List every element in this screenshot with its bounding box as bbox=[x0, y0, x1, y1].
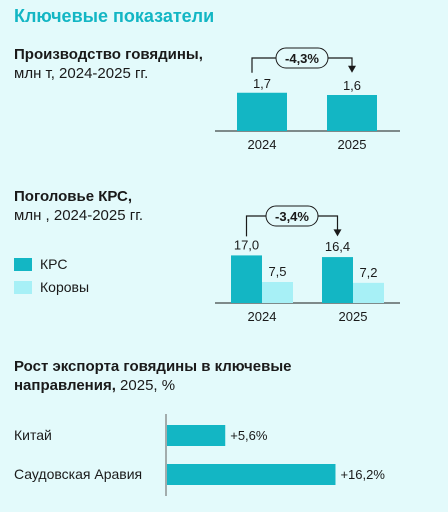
production-chart-heading: Производство говядины, млн т, 2024-2025 … bbox=[14, 45, 203, 83]
legend-label-cows: Коровы bbox=[40, 279, 90, 295]
export-chart-title-line1: Рост экспорта говядины в ключевые bbox=[14, 358, 292, 375]
herd-change-arrow bbox=[333, 229, 342, 237]
herd-tick-label-2024: 2024 bbox=[248, 309, 277, 324]
production-tick-label-2025: 2025 bbox=[338, 137, 367, 152]
herd-value-label-2025-cattle: 16,4 bbox=[325, 239, 350, 254]
export-bar-0 bbox=[167, 425, 226, 446]
export-chart-heading: Рост экспорта говядины в ключевые направ… bbox=[14, 357, 291, 395]
production-value-label-2025: 1,6 bbox=[343, 78, 361, 93]
herd-value-label-2024-cows: 7,5 bbox=[268, 264, 286, 279]
herd-value-label-2024-cattle: 17,0 bbox=[234, 237, 259, 252]
herd-chart-title: Поголовье КРС, bbox=[14, 188, 133, 205]
export-value-label-0: +5,6% bbox=[230, 428, 268, 443]
herd-bar-2025-cows bbox=[353, 282, 384, 303]
herd-chart-subtitle: млн , 2024-2025 гг. bbox=[14, 207, 144, 224]
production-value-label-2024: 1,7 bbox=[253, 76, 271, 91]
legend-item-cows: Коровы bbox=[14, 279, 89, 295]
production-change-badge bbox=[275, 47, 329, 69]
legend-swatch-cows bbox=[14, 280, 32, 294]
legend-swatch-cattle bbox=[14, 257, 32, 271]
herd-bar-2024-cows bbox=[262, 282, 293, 303]
herd-bar-2024-cattle bbox=[231, 255, 262, 303]
legend-label-cattle: КРС bbox=[40, 256, 68, 272]
export-category-label-1: Саудовская Аравия bbox=[14, 466, 142, 482]
production-chart-title: Производство говядины, bbox=[14, 46, 203, 63]
export-value-label-1: +16,2% bbox=[340, 467, 385, 482]
production-bar-2025 bbox=[327, 95, 377, 131]
export-chart-subtitle: 2025, % bbox=[120, 377, 176, 394]
production-bar-2024 bbox=[237, 92, 287, 131]
herd-chart-heading: Поголовье КРС, млн , 2024-2025 гг. bbox=[14, 187, 143, 225]
herd-value-label-2025-cows: 7,2 bbox=[359, 265, 377, 280]
production-change-label: -4,3% bbox=[285, 51, 319, 66]
export-chart-title-line2: направления, bbox=[14, 377, 116, 394]
page-title: Ключевые показатели bbox=[14, 6, 215, 26]
herd-bar-2025-cattle bbox=[322, 257, 353, 303]
herd-tick-label-2025: 2025 bbox=[339, 309, 368, 324]
export-bar-1 bbox=[167, 464, 336, 485]
production-change-arrow bbox=[348, 65, 356, 73]
herd-change-badge bbox=[265, 205, 319, 227]
production-chart-subtitle: млн т, 2024-2025 гг. bbox=[14, 65, 149, 82]
legend-item-cattle: КРС bbox=[14, 256, 67, 272]
herd-change-label: -3,4% bbox=[275, 209, 309, 224]
export-category-label-0: Китай bbox=[14, 427, 52, 443]
production-tick-label-2024: 2024 bbox=[248, 137, 277, 152]
